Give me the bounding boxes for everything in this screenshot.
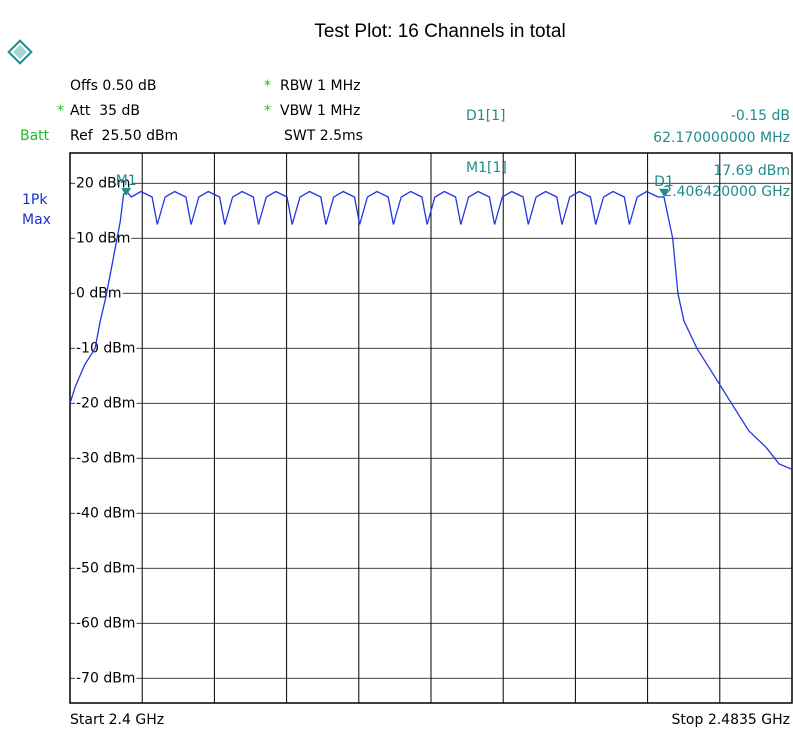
x-stop-label: Stop 2.4835 GHz [672, 712, 790, 728]
y-tick-label-bg [75, 285, 123, 302]
grid [69, 153, 793, 703]
rbw: RBW 1 MHz [280, 78, 360, 94]
marker-label: M1 [116, 173, 137, 189]
y-tick-label: -60 dBm [76, 615, 135, 631]
trace-detector: Max [22, 212, 51, 228]
d1-level: -0.15 dB [731, 108, 790, 124]
m1-level: 17.69 dBm [713, 163, 790, 179]
rbw-star: * [264, 78, 271, 94]
marker-label: D1 [654, 174, 674, 190]
y-tick-label: 10 dBm [76, 230, 130, 246]
y-tick-label-bg [75, 450, 137, 467]
y-tick-label: 20 dBm [76, 175, 130, 191]
m1-name: M1[1] [466, 160, 507, 176]
d1-frequency: 62.170000000 MHz [653, 130, 790, 146]
y-tick-label: -70 dBm [76, 670, 135, 686]
logo [7, 39, 33, 65]
y-tick-label: -20 dBm [76, 395, 135, 411]
chart-title: Test Plot: 16 Channels in total [314, 21, 565, 42]
vbw-star: * [264, 103, 271, 119]
y-tick-label: 0 dBm [76, 285, 122, 301]
y-tick-label-bg [75, 670, 137, 687]
y-tick-label: -30 dBm [76, 450, 135, 466]
y-tick-label-bg [75, 175, 132, 192]
ref-level: Ref 25.50 dBm [70, 128, 178, 144]
y-tick-label: -50 dBm [76, 560, 135, 576]
m1-frequency: 2.406420000 GHz [663, 184, 790, 200]
vbw: VBW 1 MHz [280, 103, 360, 119]
y-tick-label-bg [75, 395, 137, 412]
marker [121, 187, 132, 196]
trace-mode: 1Pk [22, 192, 48, 208]
d1-name: D1[1] [466, 108, 506, 124]
marker [659, 188, 670, 197]
batt: Batt [20, 128, 50, 144]
y-tick-label-bg [75, 505, 137, 522]
y-tick-label: -10 dBm [76, 340, 135, 356]
y-tick-label: -40 dBm [76, 505, 135, 521]
x-start-label: Start 2.4 GHz [70, 712, 164, 728]
sweep-time: SWT 2.5ms [284, 128, 363, 144]
att-star: * [57, 103, 64, 119]
trace [69, 189, 793, 470]
offset: Offs 0.50 dB [70, 78, 157, 94]
y-tick-label-bg [75, 340, 137, 357]
y-tick-label-bg [75, 615, 137, 632]
y-tick-label-bg [75, 560, 137, 577]
attenuation: Att 35 dB [70, 103, 140, 119]
